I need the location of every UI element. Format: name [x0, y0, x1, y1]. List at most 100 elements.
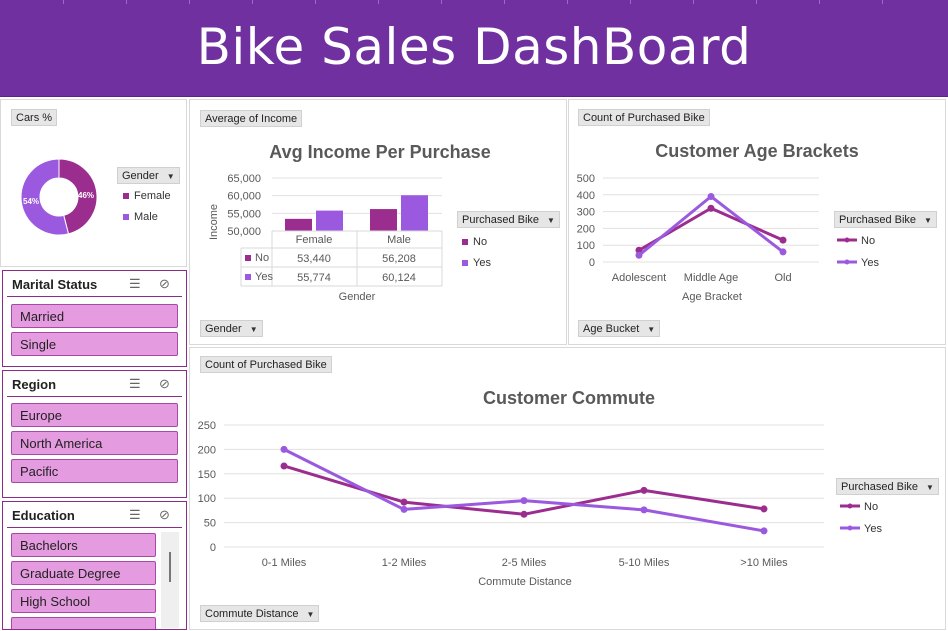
slicer-item-high-school[interactable]: High School [11, 589, 156, 613]
cell-gridline [504, 0, 505, 4]
multi-select-icon[interactable]: ☰ [129, 507, 141, 522]
y-tick-label: 200 [577, 223, 595, 235]
age-x-label: Age Bracket [682, 291, 742, 303]
commute-legend-button[interactable]: Purchased Bike ▼ [836, 478, 939, 495]
gender-legend-button[interactable]: Gender ▼ [117, 167, 180, 184]
slicer-item-partial[interactable] [11, 617, 156, 629]
cell-gridline [693, 0, 694, 4]
point-no[interactable] [779, 236, 787, 244]
age-chart-panel[interactable]: Count of Purchased Bike Customer Age Bra… [568, 99, 946, 345]
income-chart-panel[interactable]: Average of Income Avg Income Per Purchas… [189, 99, 567, 345]
legend-no: No [861, 235, 875, 247]
gender-axis-button[interactable]: Gender ▼ [200, 320, 263, 337]
y-tick-label: 200 [198, 444, 216, 456]
point-yes[interactable] [400, 505, 408, 513]
scrollbar-thumb[interactable] [169, 552, 171, 582]
point-no[interactable] [280, 462, 288, 470]
donut-slice-male[interactable] [20, 158, 70, 236]
chevron-down-icon: ▼ [926, 483, 934, 492]
commute-count-field-button[interactable]: Count of Purchased Bike [200, 356, 332, 373]
x-tick-label: 0-1 Miles [262, 557, 307, 569]
donut-label-male: 54% [23, 197, 39, 206]
income-field-button[interactable]: Average of Income [200, 110, 303, 127]
table-row-no-label: No [255, 252, 269, 264]
bar-male-no[interactable] [370, 209, 397, 231]
slicer-item-bachelors[interactable]: Bachelors [11, 533, 156, 557]
legend-header-label: Gender [122, 170, 159, 182]
point-no[interactable] [640, 486, 648, 494]
point-yes[interactable] [635, 251, 643, 259]
bar-female-yes[interactable] [316, 210, 343, 231]
slicer-item-pacific[interactable]: Pacific [11, 459, 178, 483]
y-tick-label: 300 [577, 207, 595, 219]
table-cell: 60,124 [382, 272, 416, 284]
table-swatch-no [245, 255, 251, 261]
slicer-item-europe[interactable]: Europe [11, 403, 178, 427]
point-no[interactable] [400, 498, 408, 506]
y-tick-label: 65,000 [227, 173, 261, 185]
field-button-label: Count of Purchased Bike [205, 359, 327, 371]
cars-pct-field-button[interactable]: Cars % [11, 109, 58, 126]
clear-filter-icon[interactable]: ⊘ [159, 276, 170, 291]
table-cell: 56,208 [382, 253, 416, 265]
chevron-down-icon: ▼ [306, 610, 315, 619]
chevron-down-icon: ▼ [547, 216, 555, 225]
legend-yes: Yes [861, 257, 879, 269]
education-slicer[interactable]: Education ☰ ⊘ Bachelors Graduate Degree … [2, 501, 187, 630]
age-bucket-axis-button[interactable]: Age Bucket ▼ [578, 320, 661, 337]
legend-header-label: Purchased Bike [462, 214, 540, 226]
slicer-title: Marital Status [12, 277, 98, 292]
age-legend-button[interactable]: Purchased Bike ▼ [834, 211, 937, 228]
slicer-scrollbar[interactable] [161, 532, 179, 628]
clear-filter-icon[interactable]: ⊘ [159, 376, 170, 391]
table-col-female: Female [296, 234, 333, 246]
purchased-bike-legend-button[interactable]: Purchased Bike ▼ [457, 211, 560, 228]
donut-slice-female[interactable] [58, 158, 98, 235]
slicer-item-north-america[interactable]: North America [11, 431, 178, 455]
legend-no: No [864, 501, 878, 513]
region-slicer[interactable]: Region ☰ ⊘ Europe North America Pacific [2, 370, 187, 498]
marital-status-slicer[interactable]: Marital Status ☰ ⊘ Married Single [2, 270, 187, 367]
y-tick-label: 150 [198, 469, 216, 481]
series-line-no[interactable] [638, 206, 784, 252]
series-line-yes[interactable] [283, 448, 765, 533]
x-tick-label: >10 Miles [740, 557, 788, 569]
slicer-title: Region [12, 377, 57, 392]
slicer-item-single[interactable]: Single [11, 332, 178, 356]
gender-donut-panel[interactable]: Cars % 46% 54% Gender ▼ Female Male [0, 99, 187, 267]
series-line-no[interactable] [283, 464, 765, 516]
cell-gridline [567, 0, 568, 4]
slicer-item-graduate-degree[interactable]: Graduate Degree [11, 561, 156, 585]
point-yes[interactable] [280, 445, 288, 453]
cell-gridline [819, 0, 820, 4]
slicer-title: Education [12, 508, 75, 523]
point-yes[interactable] [707, 192, 715, 200]
point-no[interactable] [760, 505, 768, 513]
y-tick-label: 250 [198, 420, 216, 432]
multi-select-icon[interactable]: ☰ [129, 276, 141, 291]
bar-female-no[interactable] [285, 218, 312, 231]
commute-chart-panel[interactable]: Count of Purchased Bike Customer Commute… [189, 347, 946, 630]
income-y-label: Income [208, 204, 220, 240]
point-yes[interactable] [760, 527, 768, 535]
income-chart-title: Avg Income Per Purchase [269, 142, 491, 162]
y-tick-label: 500 [577, 173, 595, 185]
commute-chart-svg: 0 50 100 150 200 250 0-1 Miles 1-2 Miles 2-5 Mil… [198, 420, 883, 588]
x-tick-label: 1-2 Miles [382, 557, 427, 569]
clear-filter-icon[interactable]: ⊘ [159, 507, 170, 522]
cell-gridline [126, 0, 127, 4]
field-button-label: Cars % [16, 112, 53, 124]
point-no[interactable] [520, 510, 528, 518]
bar-male-yes[interactable] [401, 195, 428, 231]
slicer-item-married[interactable]: Married [11, 304, 178, 328]
legend-male: Male [123, 211, 158, 223]
multi-select-icon[interactable]: ☰ [129, 376, 141, 391]
point-yes[interactable] [640, 506, 648, 514]
point-yes[interactable] [520, 497, 528, 505]
legend-header-label: Purchased Bike [839, 214, 917, 226]
y-tick-label: 50,000 [227, 226, 261, 238]
age-count-field-button[interactable]: Count of Purchased Bike [578, 109, 710, 126]
point-no[interactable] [707, 204, 715, 212]
commute-distance-axis-button[interactable]: Commute Distance ▼ [200, 605, 320, 622]
point-yes[interactable] [779, 248, 787, 256]
